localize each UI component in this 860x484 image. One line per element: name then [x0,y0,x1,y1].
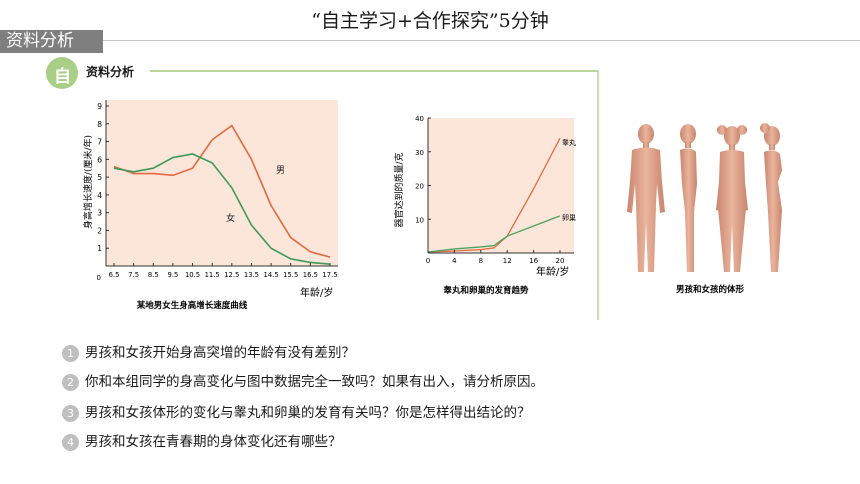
chart1-x-tick-label: 17.5 [322,271,337,279]
chart2-x-tick-label: 12 [503,257,512,265]
chart1-zero: 0 [97,274,101,282]
question-number-badge: 1 [62,345,79,362]
chart1-caption: 某地男女生身高增长速度曲线 [137,300,248,311]
question-number-badge: 3 [62,405,79,422]
chart1-boy-line [113,124,331,258]
chart1-x-tick-label: 11.5 [205,271,220,279]
chart2-ovary-label: 卵巢 [562,213,576,222]
panel-header-line [150,70,597,72]
chart2-y-tick-label: 10 [415,216,424,224]
chart1-x-tick-label: 8.5 [148,271,159,279]
girl-side-silhouette [760,123,782,272]
chart2-x-tick-label: 0 [426,257,430,265]
chart1-y-label: 身高增长速度/(厘米/年) [82,135,94,229]
chart1-y-tick-label: 4 [97,191,102,200]
chart2-y-label: 器官达到的质量/克 [393,152,405,227]
chart2-caption: 睾丸和卵巢的发育趋势 [443,285,529,296]
boy-side-silhouette [680,124,697,272]
question-1: 1 男孩和女孩开始身高突增的年龄有没有差别？ [62,342,355,364]
chart2-y-tick-label: 40 [415,115,424,123]
chart2-plot-bg [428,118,574,253]
girl-front-silhouette [716,125,748,272]
chart1-y-tick-label: 3 [97,209,102,218]
chart2-x-tick-label: 16 [529,257,538,265]
chart2-testis-label: 睾丸 [562,138,576,147]
question-text: 男孩和女孩体形的变化与睾丸和卵巢的发育有关吗？你是怎样得出结论的？ [85,405,531,421]
chart1-y-tick-label: 6 [97,155,102,164]
chart1-x-tick-label: 14.5 [264,271,279,279]
page-title: “自主学习+合作探究”5分钟 [311,10,549,32]
chart1-y-tick-label: 2 [97,226,102,235]
figure3-caption: 男孩和女孩的体形 [676,284,745,295]
chart1-x-tick-label: 6.5 [109,271,120,279]
panel-border [597,70,599,320]
question-4: 4 男孩和女孩在青春期的身体变化还有哪些？ [62,431,342,453]
question-number-badge: 2 [62,374,79,391]
chart2-y-tick-label: 30 [415,149,424,157]
question-text: 男孩和女孩在青春期的身体变化还有哪些？ [85,434,342,450]
chart1-plot-bg [106,100,338,266]
chart1-y-tick-label: 1 [97,244,102,253]
chart1-girl-line [113,153,331,266]
chart1-x-tick-label: 7.5 [128,271,139,279]
chart2-x-tick-label: 4 [452,257,457,265]
boy-front-silhouette [627,124,665,272]
badge-char: 自 [54,67,71,87]
chart1-x-unit: 年龄/岁 [300,286,333,299]
panel-label: 资料分析 [86,65,135,79]
chart1-x-tick-label: 10.5 [185,271,200,279]
body-shape-figure: 男孩和女孩的体形 [627,123,782,295]
question-2: 2 你和本组同学的身高变化与图中数据完全一致吗？如果有出入，请分析原因。 [62,371,544,393]
height-growth-chart: 1 2 3 4 5 6 7 8 9 6.5 7.5 8.5 9.5 10.5 11.5 12.5 13.5 14… [82,100,338,311]
question-text: 男孩和女孩开始身高突增的年龄有没有差别？ [85,345,355,361]
chart1-x-tick-label: 16.5 [303,271,318,279]
chart1-x-tick-label: 9.5 [168,271,179,279]
chart1-girl-label: 女 [226,212,235,224]
section-tab: 资料分析 [0,30,103,53]
chart1-y-tick-label: 9 [97,102,102,111]
chart2-ovary-line [427,215,561,253]
chart1-y-tick-label: 5 [97,173,102,182]
chart1-x-tick-label: 15.5 [283,271,298,279]
chart1-x-tick-label: 13.5 [244,271,259,279]
chart2-x-unit: 年龄/岁 [536,265,569,278]
question-number-badge: 4 [62,434,79,451]
chart1-y-tick-label: 7 [97,138,102,147]
chart1-x-tick-label: 12.5 [224,271,239,279]
chart2-x-tick-label: 20 [556,257,565,265]
question-3: 3 男孩和女孩体形的变化与睾丸和卵巢的发育有关吗？你是怎样得出结论的？ [62,402,531,424]
tab-divider [103,40,860,41]
chart2-y-tick-label: 20 [415,183,424,191]
chart1-boy-label: 男 [276,165,285,176]
section-badge-icon: 自 [46,57,78,89]
chart2-x-tick-label: 8 [479,257,483,265]
chart1-y-tick-label: 8 [97,120,102,129]
question-text: 你和本组同学的身高变化与图中数据完全一致吗？如果有出入，请分析原因。 [85,374,544,390]
